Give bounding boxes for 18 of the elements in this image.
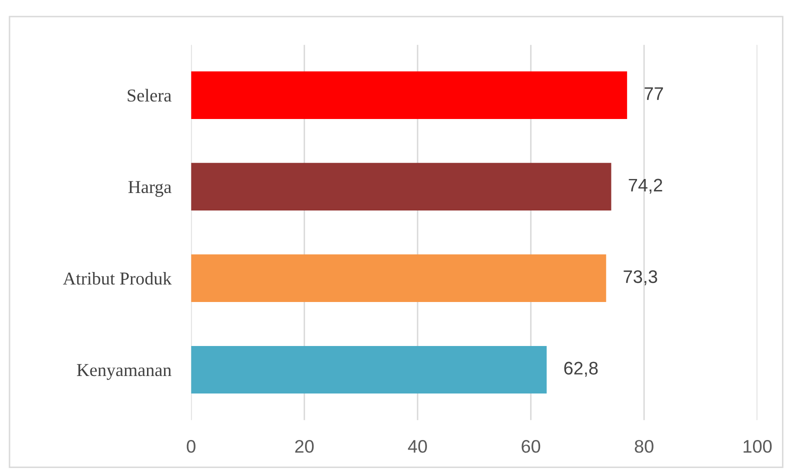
data-label: 73,3 [624,270,658,286]
x-tick-label: 80 [634,440,654,453]
y-tick-label: Selera [128,88,172,102]
x-tick-label: 0 [186,440,196,453]
data-label: 74,2 [628,178,662,194]
bar [191,254,606,302]
bar [191,71,628,119]
data-label: 77 [644,87,663,100]
y-tick-label: Harga [128,181,172,197]
bar [191,346,547,394]
y-tick-label: Atribut Produk [63,272,172,285]
x-tick-label: 20 [295,440,314,453]
x-tick-label: 100 [744,440,772,453]
x-tick-label: 40 [408,440,427,453]
data-label: 62,8 [564,362,598,377]
x-tick-label: 60 [522,440,540,453]
bar [191,162,612,210]
y-tick-label: Kenyamanan [76,364,172,380]
